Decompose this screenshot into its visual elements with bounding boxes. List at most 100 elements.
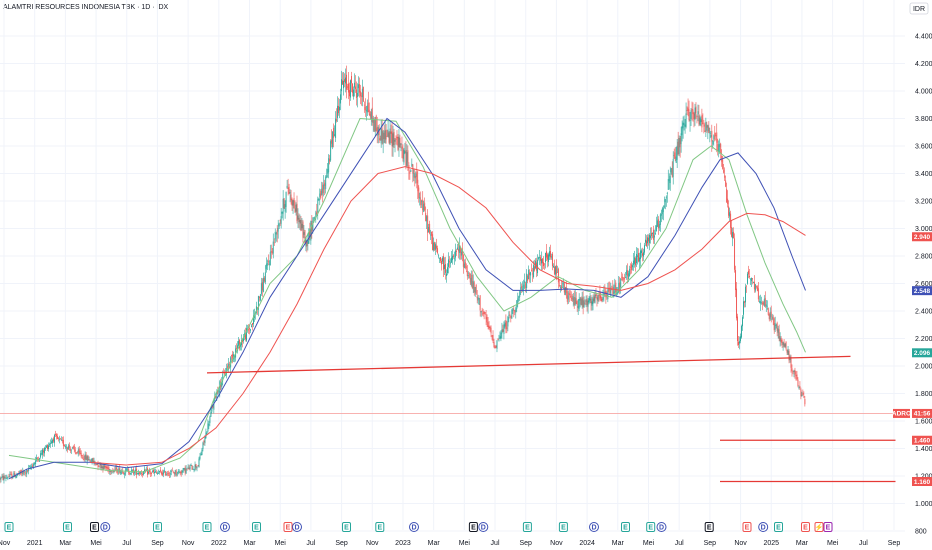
candle-body	[54, 434, 55, 443]
candle-body	[302, 221, 304, 238]
candle-body	[751, 278, 753, 280]
candle-body	[384, 130, 386, 144]
candle-body	[239, 340, 241, 349]
candle-body	[493, 342, 495, 347]
candle-body	[685, 113, 687, 127]
candle-body	[433, 242, 435, 251]
candle-body	[803, 396, 805, 398]
candle-body	[238, 340, 240, 346]
candle-body	[791, 368, 793, 372]
candle-body	[439, 257, 441, 259]
candle-body	[391, 131, 393, 147]
candle-body	[48, 445, 49, 450]
candle-body	[404, 151, 406, 153]
candle-body	[26, 469, 28, 475]
event-marker-earnings-up: E	[153, 522, 162, 532]
candle-body	[230, 357, 232, 368]
candle-body	[274, 231, 276, 240]
candle-body	[747, 273, 748, 284]
candle-body	[542, 258, 543, 264]
candle-body	[640, 250, 641, 260]
candle-body	[648, 237, 649, 242]
price-axis-background	[912, 0, 932, 550]
candle-body	[690, 110, 692, 119]
time-tick-label: Nov	[366, 540, 379, 547]
candle-body	[442, 257, 443, 262]
time-tick-label: Mei	[90, 540, 102, 547]
candle-body	[588, 298, 590, 303]
candle-body	[331, 139, 333, 144]
candle-body	[70, 449, 72, 451]
price-tick-label: 3.400	[915, 171, 932, 178]
candle-body	[577, 305, 579, 308]
candle-body	[66, 447, 68, 450]
candle-body	[654, 233, 656, 235]
candle-body	[231, 355, 233, 357]
candle-body	[118, 468, 120, 473]
time-tick-label: Sep	[519, 540, 532, 547]
candle-body	[397, 136, 399, 150]
candle-body	[398, 136, 400, 147]
candle-body	[648, 234, 650, 244]
candle-body	[620, 278, 622, 288]
price-tick-label: 2.600	[915, 281, 932, 288]
candle-body	[565, 286, 567, 293]
candle-body	[784, 344, 786, 347]
candle-body	[243, 337, 244, 342]
event-marker-letter: E	[344, 525, 349, 532]
candle-body	[413, 173, 415, 178]
candle-body	[15, 475, 17, 478]
event-marker-shape	[4, 522, 14, 532]
candle-body	[250, 329, 251, 331]
candle-body	[459, 248, 461, 253]
candle-body	[637, 255, 639, 257]
candle-body	[132, 469, 134, 471]
price-tick-label: 3.200	[915, 199, 932, 206]
price-tick-label: 1.400	[915, 446, 932, 453]
candle-body	[615, 282, 617, 293]
candle-body	[227, 365, 229, 369]
candle-body	[724, 175, 726, 178]
event-marker-earnings-neutral: E	[704, 522, 714, 532]
candle-body	[727, 198, 729, 205]
candle-body	[350, 80, 351, 98]
candle-body	[713, 135, 715, 140]
time-tick-label: Mei	[275, 540, 287, 547]
candle-body	[787, 349, 789, 355]
candle-body	[56, 435, 58, 439]
candle-body	[692, 109, 694, 115]
candle-body	[595, 294, 597, 296]
candle-body	[300, 219, 302, 231]
event-marker-shape	[558, 522, 568, 532]
candle-body	[76, 452, 78, 454]
candle-body	[467, 275, 469, 277]
candle-body	[324, 182, 326, 186]
candle-body	[232, 354, 234, 360]
candle-body	[180, 472, 182, 474]
candle-body	[371, 107, 373, 122]
time-tick-label: Jul	[491, 540, 500, 547]
candle-body	[793, 370, 795, 372]
time-tick-label: Mar	[59, 540, 72, 547]
candle-body	[258, 296, 260, 298]
moving-average-line-3	[89, 166, 806, 466]
candle-body	[137, 473, 139, 475]
candle-body	[245, 333, 246, 340]
event-marker-news: ⚡	[814, 522, 824, 532]
candle-body	[301, 223, 303, 229]
candle-body	[642, 253, 643, 256]
event-marker-earnings-up: E	[342, 522, 351, 532]
candle-body	[187, 466, 189, 469]
candle-body	[458, 244, 460, 253]
price-badge-bg	[912, 286, 932, 296]
candle-body	[64, 446, 66, 448]
candle-body	[31, 465, 33, 467]
candle-body	[62, 439, 64, 446]
price-tick-label: 4.000	[915, 89, 932, 96]
candle-body	[756, 286, 758, 291]
candle-body	[436, 245, 438, 249]
candle-body	[290, 194, 292, 201]
candle-body	[103, 464, 105, 469]
candle-body	[489, 326, 491, 329]
